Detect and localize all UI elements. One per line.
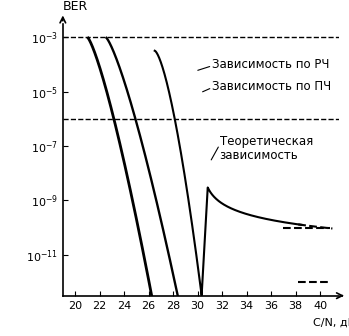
Text: C/N, дБ: C/N, дБ (313, 318, 349, 328)
Text: Зависимость по РЧ: Зависимость по РЧ (212, 58, 330, 71)
Text: BER: BER (63, 0, 88, 13)
Text: Зависимость по ПЧ: Зависимость по ПЧ (212, 80, 332, 93)
Text: зависимость: зависимость (220, 149, 298, 162)
Text: Теоретическая: Теоретическая (220, 135, 313, 149)
